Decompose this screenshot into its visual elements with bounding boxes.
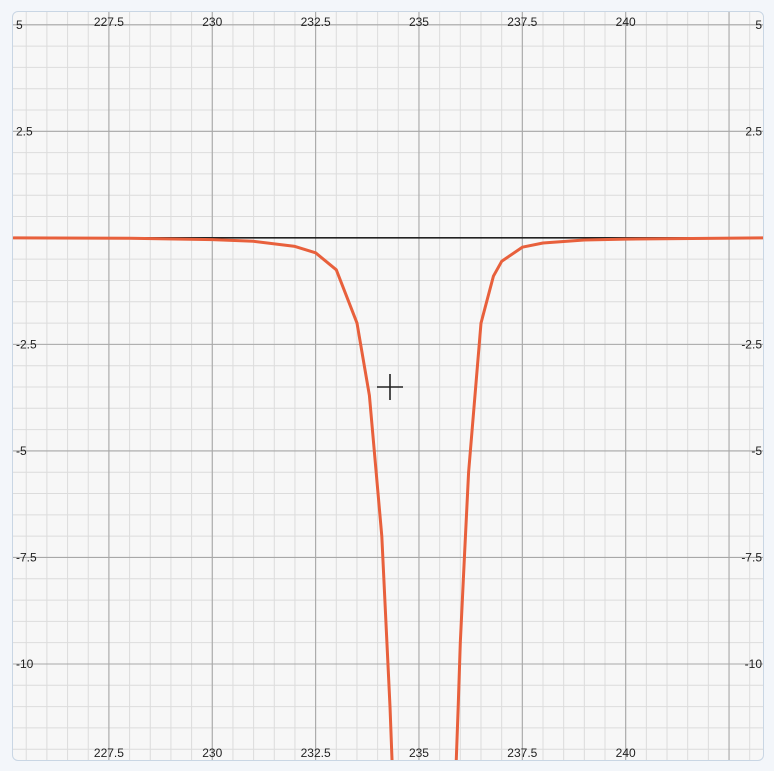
crosshair-icon	[377, 374, 403, 400]
y-tick-label-right: 2.5	[745, 124, 762, 138]
y-tick-label-right: -10	[745, 657, 763, 671]
y-tick-label-right: -7.5	[741, 550, 762, 564]
x-tick-label-top: 232.5	[301, 15, 331, 29]
series-line	[13, 236, 394, 760]
series-layer	[13, 236, 763, 760]
y-tick-label-left: -10	[16, 657, 34, 671]
y-tick-label-right: -5	[751, 444, 762, 458]
x-tick-label-top: 237.5	[507, 15, 537, 29]
x-tick-label-top: 240	[616, 15, 636, 29]
major-gridlines	[13, 12, 763, 760]
tick-labels: 227.5 227.5 230 230 232.5 232.5 235 235 237.5 237…	[16, 15, 762, 760]
y-tick-label-left: 2.5	[16, 124, 33, 138]
x-tick-label-top: 230	[202, 15, 222, 29]
y-tick-label-left: -5	[16, 444, 27, 458]
x-tick-label-bottom: 227.5	[94, 746, 124, 760]
y-tick-label-left: -2.5	[16, 337, 37, 351]
x-tick-label-bottom: 237.5	[507, 746, 537, 760]
graph-canvas[interactable]: 227.5 227.5 230 230 232.5 232.5 235 235 237.5 237…	[12, 11, 764, 761]
x-tick-label-top: 235	[409, 15, 429, 29]
x-tick-label-top: 227.5	[94, 15, 124, 29]
y-tick-label-left: -7.5	[16, 550, 37, 564]
y-tick-label-right: -2.5	[741, 337, 762, 351]
x-tick-label-bottom: 235	[409, 746, 429, 760]
plot-area[interactable]: 227.5 227.5 230 230 232.5 232.5 235 235 237.5 237…	[13, 12, 764, 761]
x-tick-label-bottom: 230	[202, 746, 222, 760]
series-line	[454, 236, 763, 760]
y-tick-label-right: 5	[755, 18, 762, 32]
y-tick-label-left: 5	[16, 18, 23, 32]
x-tick-label-bottom: 240	[616, 746, 636, 760]
x-tick-label-bottom: 232.5	[301, 746, 331, 760]
